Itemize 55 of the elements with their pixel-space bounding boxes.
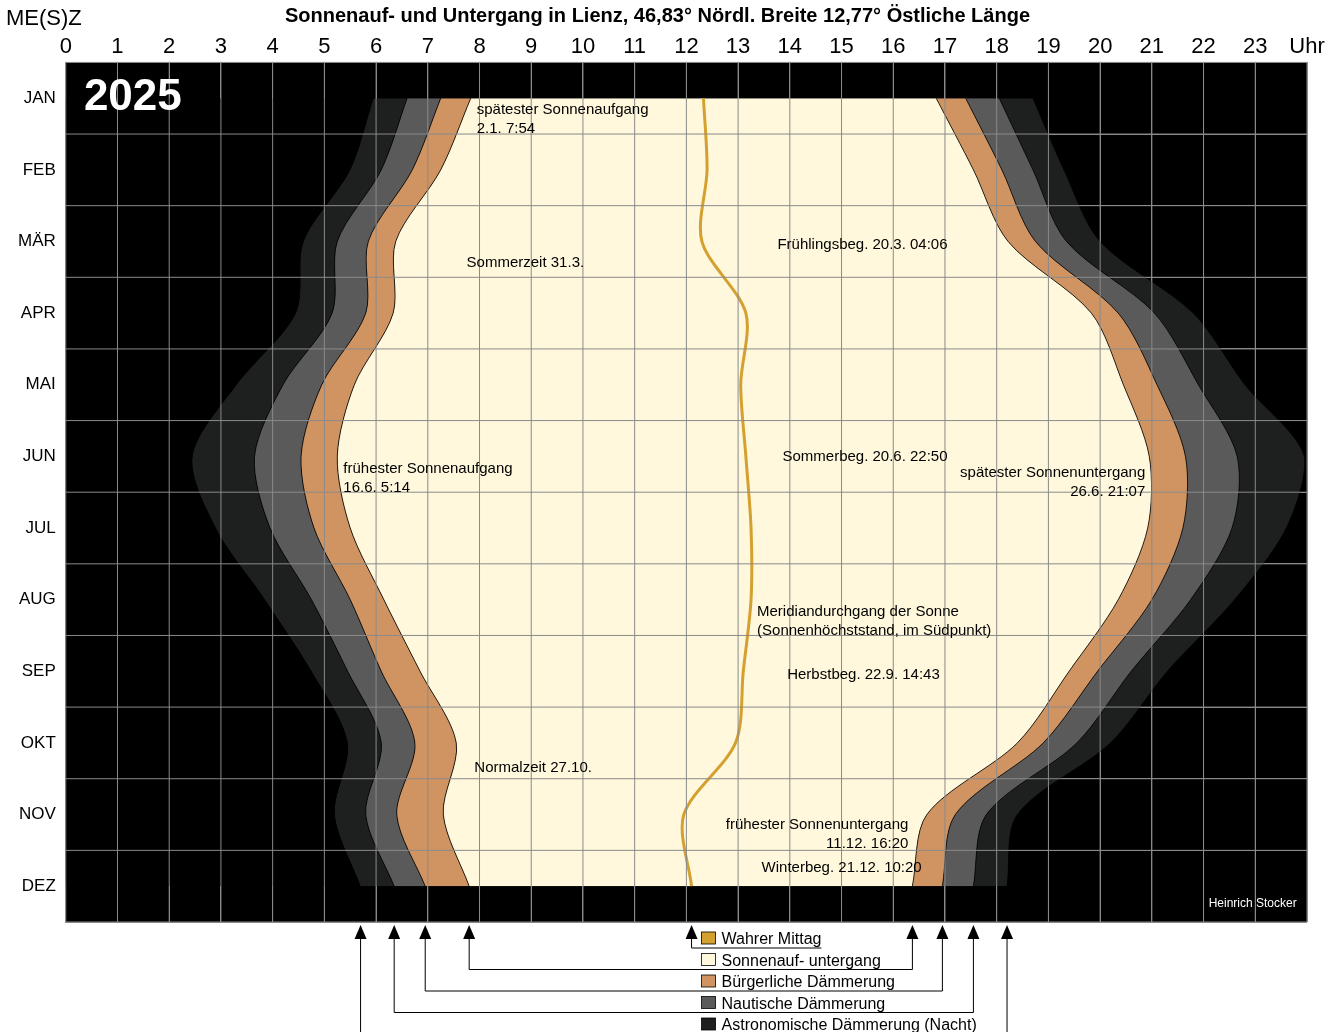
annotation: Sommerzeit 31.3. bbox=[466, 253, 585, 271]
chart-title: Sonnenauf- und Untergang in Lienz, 46,83° Nördl. Breite 12,77° Östliche Länge bbox=[284, 3, 1031, 26]
x-tick-label: 5 bbox=[318, 33, 331, 59]
y-tick-label: JUN bbox=[22, 446, 56, 466]
y-tick-label: MAI bbox=[25, 374, 56, 394]
y-tick-label: DEZ bbox=[21, 875, 56, 895]
annotation: frühester Sonnenaufgang 16.6. 5:14 bbox=[343, 458, 513, 495]
annotation: Sommerbeg. 20.6. 22:50 bbox=[782, 446, 948, 464]
annotation: Heinrich Stocker bbox=[1208, 896, 1297, 911]
y-tick-label: JAN bbox=[23, 87, 56, 107]
x-tick-label: 1 bbox=[111, 33, 124, 59]
x-tick-label: 11 bbox=[623, 33, 647, 59]
x-tick-label: Uhr bbox=[1289, 33, 1325, 59]
x-tick-label: 22 bbox=[1191, 33, 1216, 59]
legend-label: Sonnenauf- untergang bbox=[721, 951, 881, 969]
x-tick-label: 8 bbox=[473, 33, 486, 59]
x-tick-label: 16 bbox=[881, 33, 906, 59]
annotation: Herbstbeg. 22.9. 14:43 bbox=[787, 665, 940, 683]
x-tick-label: 21 bbox=[1139, 33, 1165, 59]
legend-label: Bürgerliche Dämmerung bbox=[721, 973, 895, 990]
y-tick-label: MÄR bbox=[18, 231, 56, 251]
x-tick-label: 13 bbox=[725, 33, 751, 59]
x-tick-label: 3 bbox=[214, 33, 228, 59]
y-tick-label: NOV bbox=[18, 804, 57, 824]
legend-label: Nautische Dämmerung bbox=[721, 994, 886, 1012]
x-tick-label: 6 bbox=[369, 33, 383, 59]
legend-label: Wahrer Mittag bbox=[721, 930, 822, 947]
x-tick-label: 18 bbox=[984, 33, 1009, 59]
x-tick-label: 2 bbox=[163, 33, 176, 59]
annotation: 2025 bbox=[83, 70, 182, 120]
y-tick-label: SEP bbox=[21, 660, 56, 680]
annotation: spätester Sonnenaufgang 2.1. 7:54 bbox=[476, 100, 649, 137]
x-tick-label: 9 bbox=[525, 33, 538, 59]
y-tick-label: FEB bbox=[22, 159, 56, 179]
annotation: Normalzeit 27.10. bbox=[474, 758, 592, 776]
x-tick-label: 7 bbox=[421, 33, 434, 59]
x-tick-label: 12 bbox=[674, 33, 699, 59]
y-tick-label: JUL bbox=[25, 517, 56, 537]
x-tick-label: 15 bbox=[829, 33, 854, 59]
x-tick-label: 0 bbox=[59, 33, 72, 59]
x-tick-label: 19 bbox=[1036, 33, 1061, 59]
x-tick-label: 14 bbox=[777, 33, 803, 59]
x-tick-label: 20 bbox=[1087, 33, 1113, 59]
x-tick-label: 10 bbox=[570, 33, 596, 59]
annotation: Frühlingsbeg. 20.3. 04:06 bbox=[777, 235, 948, 253]
annotation: Meridiandurchgang der Sonne (Sonnenhöchststand, im Südpunkt) bbox=[757, 601, 992, 638]
x-tick-label: 4 bbox=[266, 33, 279, 59]
annotation: frühester Sonnenuntergang 11.12. 16:20 bbox=[725, 815, 909, 852]
x-tick-label: 23 bbox=[1243, 33, 1268, 59]
y-tick-label: APR bbox=[20, 302, 56, 322]
annotation: spätester Sonnenuntergang 26.6. 21:07 bbox=[960, 462, 1146, 499]
x-axis-title: ME(S)Z bbox=[6, 5, 82, 31]
y-tick-label: AUG bbox=[18, 589, 56, 609]
y-tick-label: OKT bbox=[20, 732, 56, 752]
x-tick-label: 17 bbox=[932, 33, 958, 59]
